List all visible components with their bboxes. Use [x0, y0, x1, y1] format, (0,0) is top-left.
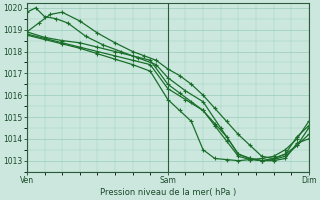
X-axis label: Pression niveau de la mer( hPa ): Pression niveau de la mer( hPa ): [100, 188, 236, 197]
